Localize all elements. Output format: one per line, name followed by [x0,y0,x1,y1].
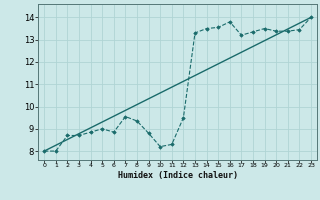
X-axis label: Humidex (Indice chaleur): Humidex (Indice chaleur) [118,171,238,180]
